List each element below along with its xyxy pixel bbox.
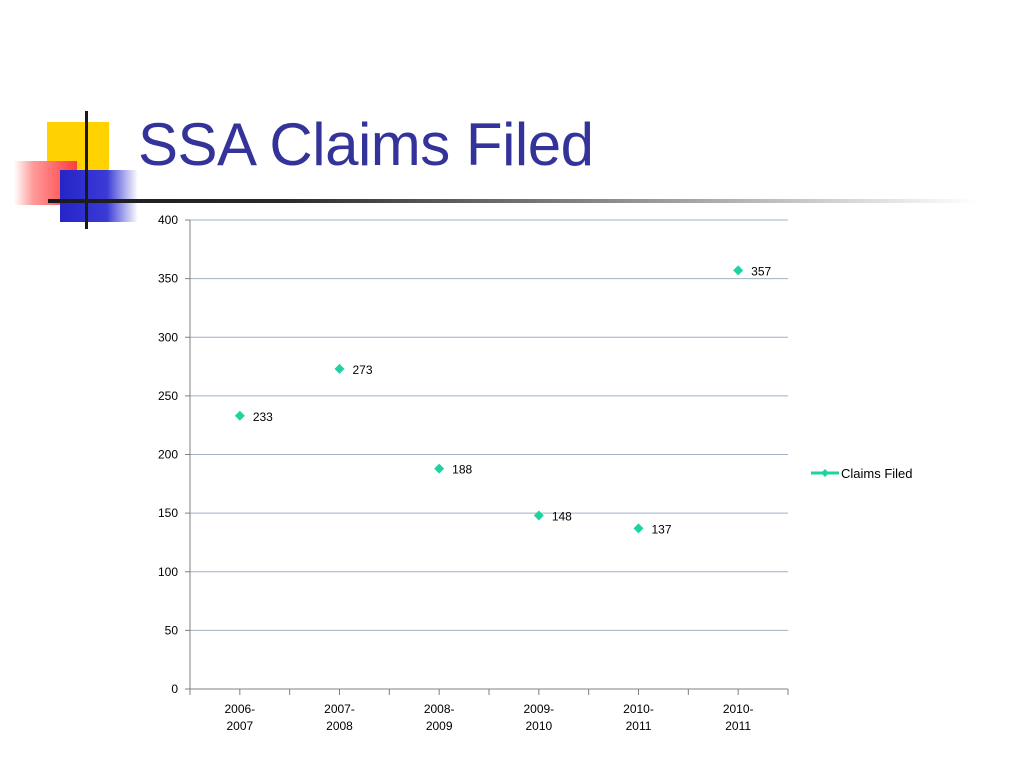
x-tick-label: 2010-2011 (623, 702, 654, 733)
data-point (434, 463, 445, 474)
legend-label: Claims Filed (841, 466, 913, 481)
y-tick-label: 0 (171, 682, 178, 696)
grid-lines (190, 219, 788, 631)
y-tick-label: 250 (158, 389, 178, 403)
data-label: 357 (751, 264, 771, 278)
y-tick-label: 400 (158, 213, 178, 227)
legend-marker (821, 469, 829, 477)
data-point (533, 510, 544, 521)
y-tick-label: 100 (158, 565, 178, 579)
data-point (733, 265, 744, 276)
x-tick-label: 2008-2009 (424, 702, 455, 733)
y-tick-label: 300 (158, 330, 178, 344)
slide-title: SSA Claims Filed (138, 111, 594, 178)
y-tick-label: 150 (158, 506, 178, 520)
x-tick-label: 2007-2008 (324, 702, 355, 733)
legend: Claims Filed (811, 466, 913, 481)
data-point (334, 363, 345, 374)
x-tick-labels: 2006-2007 2007-2008 2008-2009 2009-2010 2010… (224, 702, 753, 733)
y-tick-labels: 0 50 100 150 200 250 300 350 400 (158, 213, 178, 696)
data-labels: 233 273 188 148 137 357 (253, 264, 772, 536)
data-points (234, 265, 744, 534)
x-tick-label: 2010-2011 (723, 702, 754, 733)
data-label: 273 (353, 363, 373, 377)
decor-blue-square (60, 170, 138, 222)
data-point (633, 523, 644, 534)
decor-horizontal-line (48, 199, 978, 203)
y-tick-label: 50 (165, 623, 179, 637)
x-tick-label: 2009-2010 (523, 702, 554, 733)
data-label: 137 (652, 522, 672, 536)
y-tick-label: 350 (158, 272, 178, 286)
x-tick-label: 2006-2007 (224, 702, 255, 733)
data-label: 233 (253, 410, 273, 424)
decor-vertical-line (85, 111, 88, 229)
y-tick-label: 200 (158, 448, 178, 462)
data-label: 148 (552, 509, 572, 523)
axes (185, 219, 789, 695)
data-label: 188 (452, 463, 472, 477)
data-point (234, 410, 245, 421)
